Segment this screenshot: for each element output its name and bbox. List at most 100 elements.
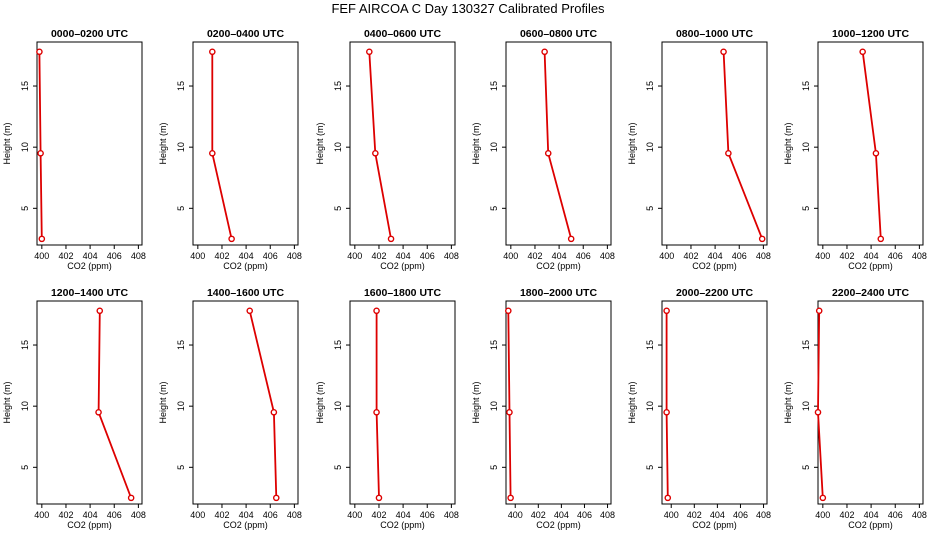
- profile-point: [96, 307, 104, 315]
- y-axis-label: Height (m): [158, 381, 168, 423]
- profile-point: [375, 494, 383, 502]
- profile-point: [544, 149, 552, 157]
- x-axis-label: CO2 (ppm): [380, 261, 425, 271]
- x-tick-label: 404: [239, 251, 254, 261]
- y-tick-label: 10: [801, 142, 811, 152]
- x-tick-label: 404: [708, 251, 723, 261]
- x-tick-label: 404: [864, 251, 879, 261]
- profile-point: [663, 408, 670, 416]
- plot-frame: [192, 300, 299, 505]
- x-axis-label: CO2 (ppm): [848, 261, 893, 271]
- y-axis-label: Height (m): [783, 122, 793, 164]
- panel-title: 1600–1800 UTC: [364, 287, 441, 299]
- x-tick-label: 400: [190, 251, 205, 261]
- x-tick-label: 408: [287, 251, 302, 261]
- panel-1: 0000–0200 UTC 400 402 404 406 408 5 10 15 CO2 (pp…: [2, 28, 146, 271]
- y-tick-label: 5: [645, 206, 655, 211]
- y-tick-label: 15: [20, 340, 30, 350]
- x-tick-label: 400: [34, 510, 49, 520]
- x-axis-label: CO2 (ppm): [536, 520, 581, 530]
- x-tick-label: 400: [503, 251, 518, 261]
- plot-frame: [661, 41, 768, 246]
- x-tick-label: 402: [687, 510, 702, 520]
- x-axis-label: CO2 (ppm): [692, 261, 737, 271]
- panel-2: 0200–0400 UTC 400 402 404 406 408 5 10 15 CO2 (pp…: [158, 28, 302, 271]
- plot-frame: [36, 41, 143, 246]
- x-tick-label: 402: [214, 510, 229, 520]
- x-axis-label: CO2 (ppm): [223, 520, 268, 530]
- y-axis-label: Height (m): [471, 381, 481, 423]
- x-tick-label: 408: [756, 510, 771, 520]
- panel-title: 0200–0400 UTC: [207, 28, 284, 40]
- panel-title: 1200–1400 UTC: [51, 287, 128, 299]
- y-tick-label: 10: [20, 142, 30, 152]
- x-tick-label: 400: [508, 510, 523, 520]
- y-axis-label: Height (m): [627, 122, 637, 164]
- y-tick-label: 5: [20, 465, 30, 470]
- plot-frame: [661, 300, 768, 505]
- x-tick-label: 406: [576, 251, 591, 261]
- x-tick-label: 402: [839, 510, 854, 520]
- x-axis-label: CO2 (ppm): [848, 520, 893, 530]
- y-tick-label: 5: [801, 206, 811, 211]
- y-axis-label: Height (m): [315, 381, 325, 423]
- y-tick-label: 5: [176, 206, 186, 211]
- plot-frame: [505, 41, 612, 246]
- x-tick-label: 400: [815, 510, 830, 520]
- plot-frame: [817, 41, 924, 246]
- y-tick-label: 10: [20, 401, 30, 411]
- x-tick-label: 404: [396, 251, 411, 261]
- x-tick-label: 404: [864, 510, 879, 520]
- x-tick-label: 404: [83, 251, 98, 261]
- profile-point: [506, 408, 513, 416]
- x-tick-label: 406: [263, 510, 278, 520]
- x-axis-label: CO2 (ppm): [67, 520, 112, 530]
- x-tick-label: 408: [912, 251, 927, 261]
- y-axis-label: Height (m): [2, 381, 12, 423]
- x-tick-label: 404: [710, 510, 725, 520]
- x-tick-label: 408: [756, 251, 771, 261]
- y-tick-label: 15: [801, 340, 811, 350]
- profile-point: [246, 307, 254, 315]
- panel-title: 0800–1000 UTC: [676, 28, 753, 40]
- y-axis-label: Height (m): [315, 122, 325, 164]
- panel-5: 0800–1000 UTC 400 402 404 406 408 5 10 15 CO2 (pp…: [627, 28, 771, 271]
- x-tick-label: 408: [600, 251, 615, 261]
- profile-point: [38, 235, 46, 243]
- panel-title: 1000–1200 UTC: [832, 28, 909, 40]
- x-tick-label: 404: [552, 251, 567, 261]
- profile-point: [877, 235, 885, 243]
- profile-point: [872, 149, 880, 157]
- x-tick-label: 400: [347, 510, 362, 520]
- panel-8: 1400–1600 UTC 400 402 404 406 408 5 10 15 CO2 (pp…: [158, 287, 302, 530]
- x-tick-label: 402: [58, 251, 73, 261]
- x-tick-label: 408: [287, 510, 302, 520]
- profile-point: [372, 149, 379, 157]
- profile-point: [37, 149, 44, 157]
- y-tick-label: 5: [333, 206, 343, 211]
- y-tick-label: 15: [489, 81, 499, 91]
- y-axis-label: Height (m): [783, 381, 793, 423]
- y-tick-label: 10: [801, 401, 811, 411]
- x-tick-label: 408: [444, 251, 459, 261]
- panel-title: 0000–0200 UTC: [51, 28, 128, 40]
- x-axis-label: CO2 (ppm): [692, 520, 737, 530]
- y-tick-label: 5: [333, 465, 343, 470]
- profile-line: [97, 310, 132, 499]
- profile-point: [95, 408, 102, 416]
- profile-point: [819, 494, 827, 502]
- x-tick-label: 404: [83, 510, 98, 520]
- y-tick-label: 10: [645, 142, 655, 152]
- profile-point: [567, 235, 575, 243]
- profile-line: [368, 51, 392, 240]
- x-axis-label: CO2 (ppm): [223, 261, 268, 271]
- panel-title: 1800–2000 UTC: [520, 287, 597, 299]
- profile-line: [38, 51, 43, 239]
- panel-3: 0400–0600 UTC 400 402 404 406 408 5 10 15 CO2 (pp…: [315, 28, 459, 271]
- panel-9: 1600–1800 UTC 400 402 404 406 408 5 10 15 CO2 (pp…: [315, 287, 459, 530]
- x-tick-label: 400: [34, 251, 49, 261]
- plot-frame: [817, 300, 924, 505]
- x-tick-label: 404: [554, 510, 569, 520]
- x-tick-label: 408: [600, 510, 615, 520]
- profile-line: [861, 51, 882, 239]
